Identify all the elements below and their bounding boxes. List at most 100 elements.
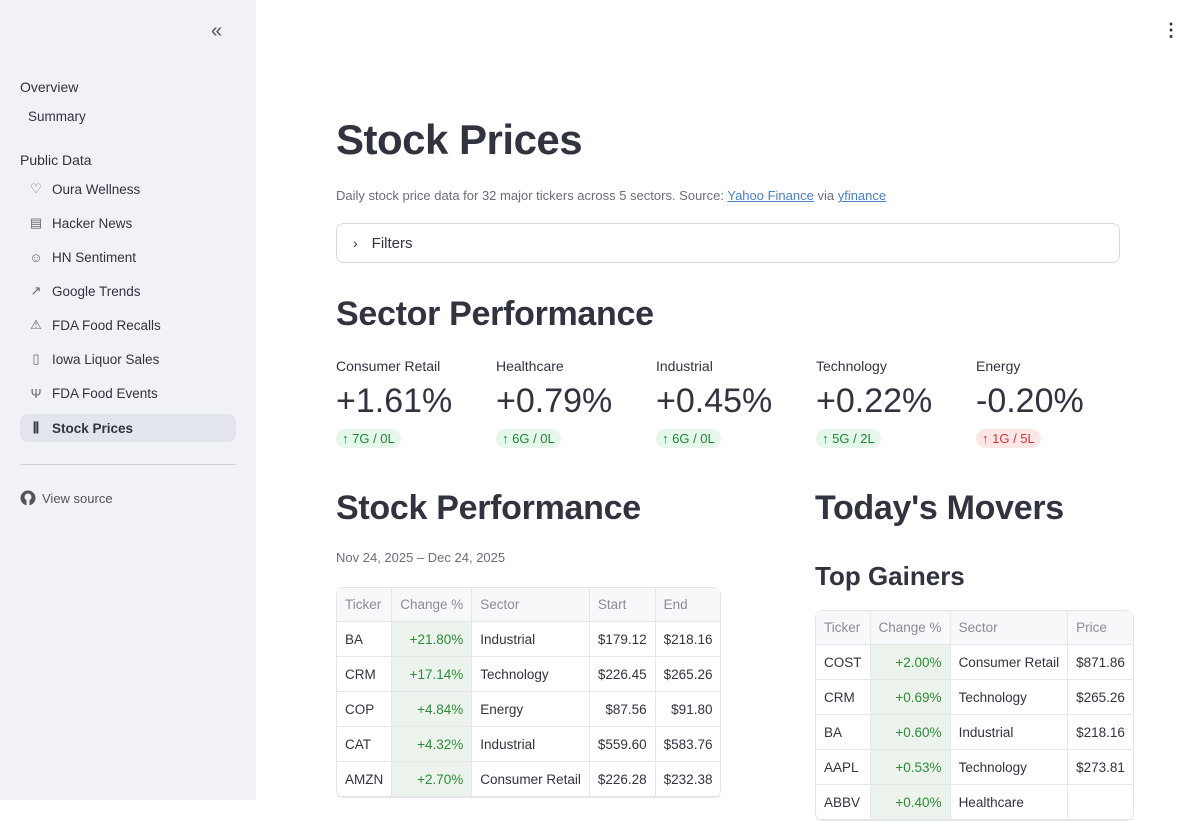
table-cell: +21.80% xyxy=(392,622,473,657)
table-row[interactable]: COP +4.84% Energy $87.56 $91.80 xyxy=(337,692,721,727)
sidebar-item-oura-wellness[interactable]: ♡ Oura Wellness xyxy=(20,175,236,203)
table-row[interactable]: CRM +0.69% Technology $265.26 xyxy=(816,680,1133,715)
metric-label: Consumer Retail xyxy=(336,358,441,374)
page-caption: Daily stock price data for 32 major tick… xyxy=(336,188,886,203)
arrow-up-icon: ↑ xyxy=(342,431,349,446)
table-row[interactable]: ABBV +0.40% Healthcare xyxy=(816,785,1133,820)
table-cell: Healthcare xyxy=(950,785,1069,820)
table-cell: Industrial xyxy=(472,622,590,657)
caption-text: via xyxy=(813,188,838,203)
top-gainers-table[interactable]: Ticker Change % Sector Price COST +2.00% Consu… xyxy=(815,610,1134,821)
column-header[interactable]: Start xyxy=(589,588,656,622)
candlestick-icon: ⫼ xyxy=(33,420,39,435)
metric-delta: ↑ 5G / 2L xyxy=(816,429,881,448)
filters-expander[interactable]: › Filters xyxy=(336,223,1120,263)
table-cell: AMZN xyxy=(337,762,393,797)
table-cell: $583.76 xyxy=(655,727,721,762)
sidebar-item-label: Summary xyxy=(28,108,86,124)
sidebar-item-fda-food-recalls[interactable]: ⚠ FDA Food Recalls xyxy=(20,311,236,339)
bottles-icon: ▯ xyxy=(32,351,40,366)
sidebar-item-google-trends[interactable]: ↗ Google Trends xyxy=(20,277,236,305)
stock-performance-table[interactable]: Ticker Change % Sector Start End BA +21.80% Ind… xyxy=(336,587,722,798)
sidebar-item-label: Oura Wellness xyxy=(52,181,141,197)
table-cell: Energy xyxy=(472,692,590,727)
metric-delta: ↑ 1G / 5L xyxy=(976,429,1041,448)
metric-label: Industrial xyxy=(656,358,713,374)
table-cell xyxy=(1068,785,1133,820)
table-row[interactable]: COST +2.00% Consumer Retail $871.86 xyxy=(816,645,1133,680)
metric-value: +0.45% xyxy=(656,382,773,420)
delta-text: 5G / 2L xyxy=(832,431,875,446)
nav-section-public-data: Public Data xyxy=(20,152,92,168)
table-cell: $218.16 xyxy=(1068,715,1133,750)
table-cell: +4.84% xyxy=(392,692,473,727)
metric-delta: ↑ 7G / 0L xyxy=(336,429,401,448)
table-row[interactable]: AAPL +0.53% Technology $273.81 xyxy=(816,750,1133,785)
table-row[interactable]: BA +0.60% Industrial $218.16 xyxy=(816,715,1133,750)
table-cell: +0.53% xyxy=(870,750,951,785)
column-header[interactable]: End xyxy=(655,588,721,622)
table-row[interactable]: CAT +4.32% Industrial $559.60 $583.76 xyxy=(337,727,721,762)
column-header[interactable]: Ticker xyxy=(816,611,871,645)
yfinance-link[interactable]: yfinance xyxy=(837,188,887,203)
warning-icon: ⚠ xyxy=(30,317,42,332)
table-header-row: Ticker Change % Sector Start End xyxy=(337,588,721,622)
table-cell: +0.40% xyxy=(870,785,951,820)
table-cell: $232.38 xyxy=(655,762,721,797)
arrow-up-icon: ↑ xyxy=(662,431,669,446)
table-cell: Industrial xyxy=(950,715,1069,750)
sidebar-item-fda-food-events[interactable]: Ψ FDA Food Events xyxy=(20,379,236,407)
table-cell: Consumer Retail xyxy=(950,645,1069,680)
smiley-icon: ☺ xyxy=(29,249,43,265)
metric-energy: Energy -0.20% ↑ 1G / 5L xyxy=(976,358,1136,448)
table-cell: $87.56 xyxy=(589,692,656,727)
table-cell: Industrial xyxy=(472,727,590,762)
sidebar-item-iowa-liquor-sales[interactable]: ▯ Iowa Liquor Sales xyxy=(20,345,236,373)
metric-value: +0.22% xyxy=(816,382,933,420)
delta-text: 7G / 0L xyxy=(352,431,395,446)
metric-delta: ↑ 6G / 0L xyxy=(496,429,561,448)
metric-value: +1.61% xyxy=(336,382,453,420)
table-cell: +17.14% xyxy=(392,657,473,692)
metric-label: Healthcare xyxy=(496,358,564,374)
metric-delta: ↑ 6G / 0L xyxy=(656,429,721,448)
table-cell: CAT xyxy=(337,727,393,762)
table-cell: $559.60 xyxy=(589,727,656,762)
column-header[interactable]: Change % xyxy=(392,588,473,622)
arrow-up-icon: ↑ xyxy=(982,431,989,446)
table-cell: $871.86 xyxy=(1068,645,1133,680)
delta-text: 6G / 0L xyxy=(672,431,715,446)
sidebar-item-summary[interactable]: Summary xyxy=(20,102,236,130)
utensils-icon: Ψ xyxy=(30,385,42,401)
column-header[interactable]: Sector xyxy=(950,611,1069,645)
page-title: Stock Prices xyxy=(336,116,583,163)
chevron-right-icon: › xyxy=(353,235,358,251)
column-header[interactable]: Price xyxy=(1068,611,1133,645)
table-cell: +2.70% xyxy=(392,762,473,797)
column-header[interactable]: Sector xyxy=(472,588,590,622)
sidebar-item-stock-prices[interactable]: ⫼ Stock Prices xyxy=(20,414,236,442)
column-header[interactable]: Change % xyxy=(870,611,951,645)
table-row[interactable]: BA +21.80% Industrial $179.12 $218.16 xyxy=(337,622,721,657)
table-cell: CRM xyxy=(816,680,871,715)
sidebar-item-label: Stock Prices xyxy=(52,420,134,436)
main-menu-icon[interactable]: ⋮ xyxy=(1162,20,1180,40)
stock-performance-heading: Stock Performance xyxy=(336,489,641,527)
column-header[interactable]: Ticker xyxy=(337,588,393,622)
table-row[interactable]: CRM +17.14% Technology $226.45 $265.26 xyxy=(337,657,721,692)
metric-healthcare: Healthcare +0.79% ↑ 6G / 0L xyxy=(496,358,656,448)
table-row[interactable]: AMZN +2.70% Consumer Retail $226.28 $232.38 xyxy=(337,762,721,797)
yahoo-finance-link[interactable]: Yahoo Finance xyxy=(727,188,814,203)
table-icon: ▤ xyxy=(29,215,43,230)
sidebar-item-hacker-news[interactable]: ▤ Hacker News xyxy=(20,209,236,237)
todays-movers-heading: Today's Movers xyxy=(815,489,1064,527)
metric-value: +0.79% xyxy=(496,382,613,420)
collapse-sidebar-icon[interactable]: « xyxy=(211,20,223,42)
sidebar-item-hn-sentiment[interactable]: ☺ HN Sentiment xyxy=(20,243,236,271)
table-cell: Technology xyxy=(950,750,1069,785)
view-source-link[interactable]: View source xyxy=(20,490,113,506)
view-source-label: View source xyxy=(42,490,113,506)
sidebar-item-label: Hacker News xyxy=(52,215,133,231)
top-gainers-heading: Top Gainers xyxy=(815,561,965,591)
metric-technology: Technology +0.22% ↑ 5G / 2L xyxy=(816,358,976,448)
